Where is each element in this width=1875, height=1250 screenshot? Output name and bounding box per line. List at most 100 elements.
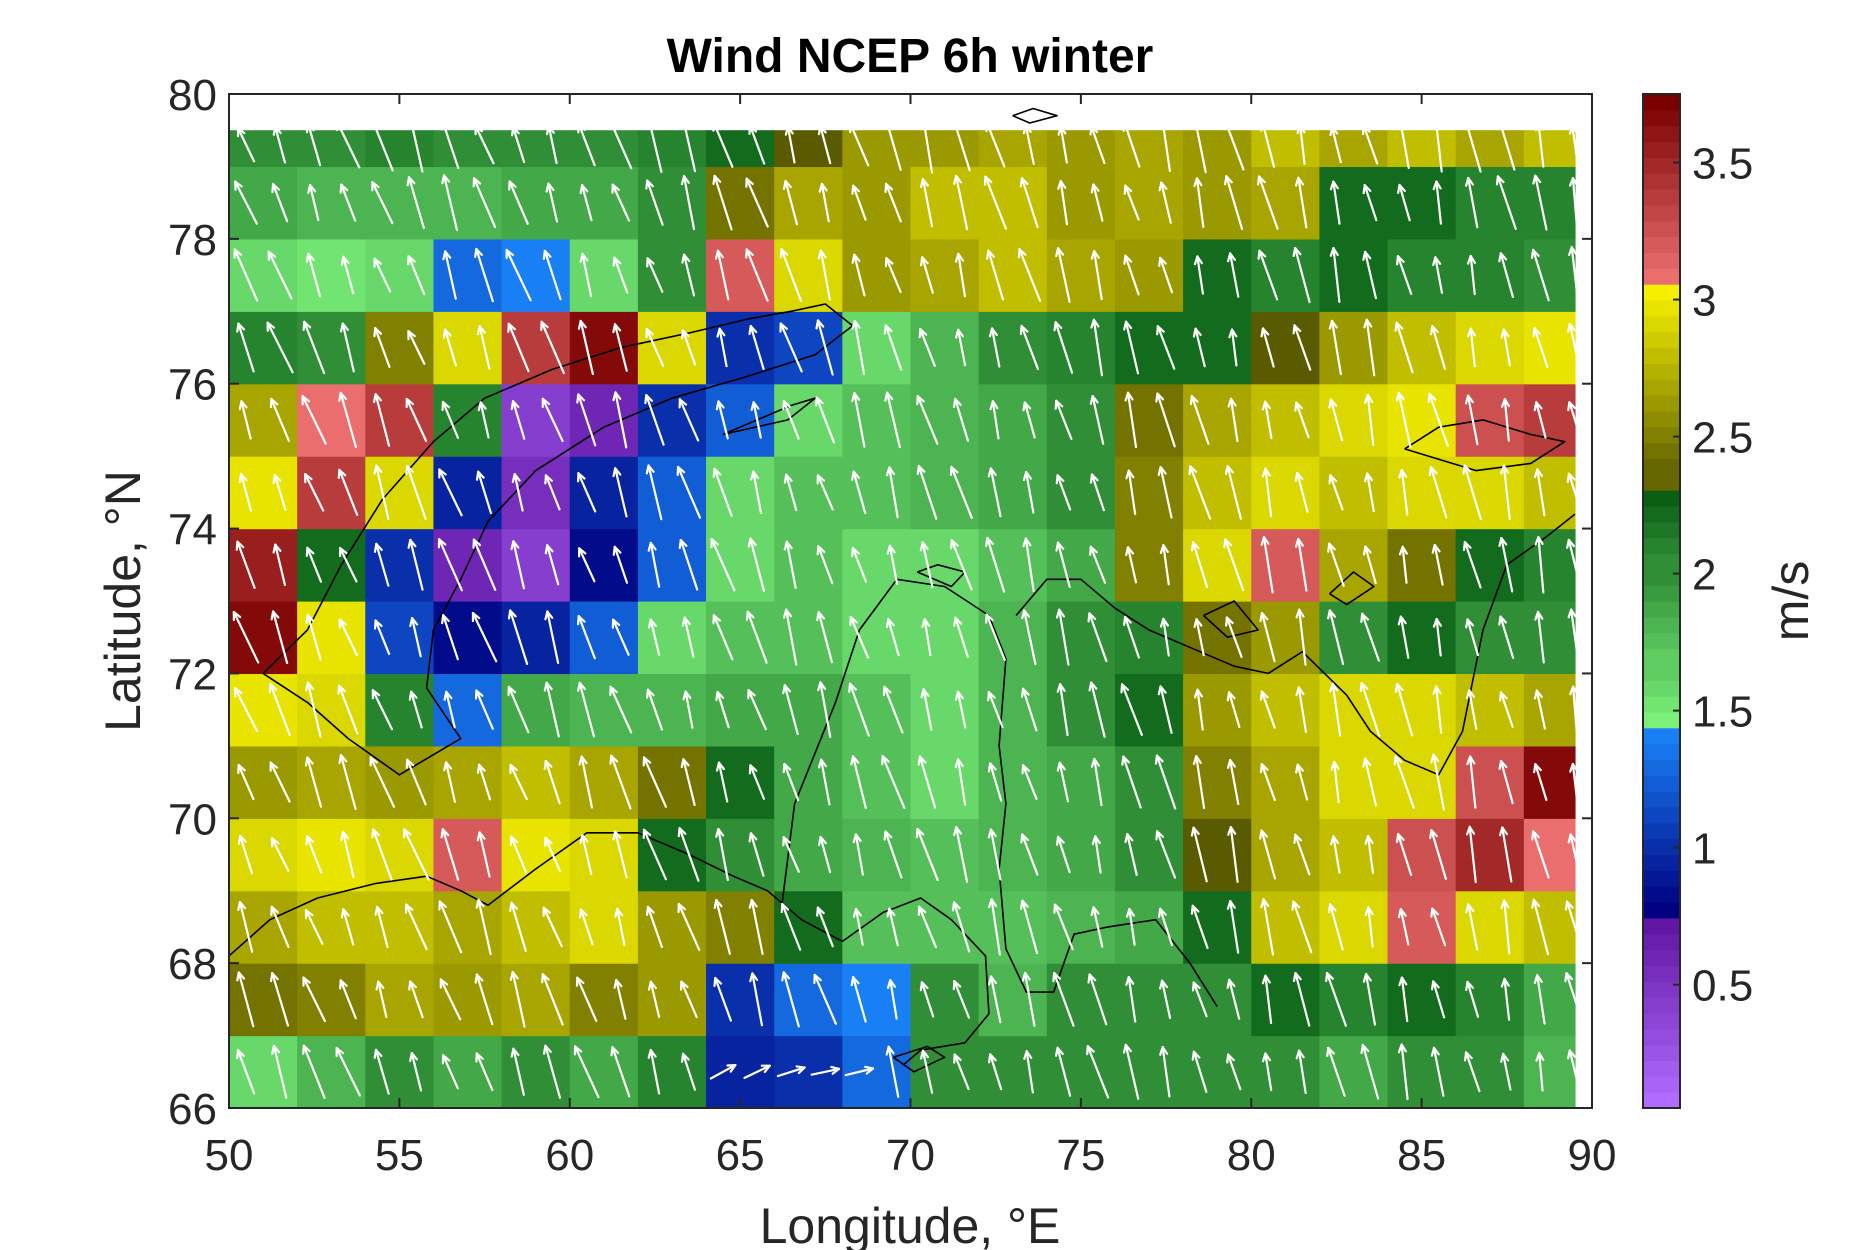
wind-arrow xyxy=(1259,829,1277,880)
heatmap-cell xyxy=(569,963,639,1037)
heatmap-cell xyxy=(1523,528,1576,602)
wind-arrow xyxy=(338,546,358,583)
wind-arrow xyxy=(577,472,597,513)
colorbar-swatch xyxy=(1643,442,1680,460)
wind-arrow xyxy=(1191,116,1207,174)
wind-arrow xyxy=(1566,538,1583,591)
wind-arrow xyxy=(441,1054,459,1090)
wind-arrow xyxy=(509,763,528,801)
heatmap-cell xyxy=(910,383,980,457)
wind-arrow xyxy=(1260,327,1275,368)
wind-arrow xyxy=(1498,691,1514,728)
wind-arrow xyxy=(509,835,528,874)
wind-arrow xyxy=(1057,179,1069,226)
wind-arrow xyxy=(850,976,867,1023)
wind-arrow xyxy=(1296,124,1306,165)
heatmap-cell xyxy=(978,166,1048,240)
wind-arrow xyxy=(1498,537,1514,593)
x-tick-label: 65 xyxy=(716,1131,765,1180)
wind-arrow xyxy=(1294,537,1308,592)
heatmap-cell xyxy=(501,673,571,747)
wind-arrow xyxy=(1055,474,1072,511)
wind-arrow xyxy=(405,758,427,806)
wind-arrow xyxy=(612,830,628,879)
wind-arrow xyxy=(1364,394,1375,446)
wind-arrow xyxy=(305,546,323,583)
heatmap-cell xyxy=(1387,166,1457,240)
heatmap-cell xyxy=(910,963,980,1037)
wind-arrow xyxy=(680,1052,697,1091)
wind-arrow xyxy=(1193,688,1204,731)
wind-arrow xyxy=(743,1064,771,1079)
heatmap-cell xyxy=(1319,166,1389,240)
heatmap-cell xyxy=(1183,238,1252,312)
wind-arrow xyxy=(542,1044,562,1099)
wind-arrow xyxy=(1566,472,1583,513)
heatmap-cell xyxy=(978,130,1048,168)
wind-arrow xyxy=(509,970,526,1028)
wind-arrow xyxy=(335,1047,361,1097)
wind-arrow xyxy=(269,397,290,442)
wind-arrow xyxy=(1359,681,1381,738)
heatmap-cell xyxy=(229,456,298,530)
wind-arrow xyxy=(1019,177,1039,229)
heatmap-cell xyxy=(1251,745,1320,819)
wind-arrow xyxy=(1020,833,1039,876)
wind-arrow xyxy=(1432,685,1443,734)
wind-arrow xyxy=(579,834,593,875)
wind-arrow xyxy=(1259,612,1276,663)
colorbar-swatch xyxy=(1643,743,1680,761)
colorbar-ticks: 0.5 1 1.5 2 2.5 3 3.5 xyxy=(1673,140,1753,1011)
colorbar xyxy=(1643,94,1680,1109)
wind-arrow xyxy=(578,908,594,946)
colorbar-swatch xyxy=(1643,252,1680,269)
wind-arrow xyxy=(989,400,1000,440)
wind-arrow xyxy=(1566,322,1582,373)
wind-arrow xyxy=(235,540,256,589)
wind-arrow xyxy=(1090,906,1104,948)
wind-arrow xyxy=(1226,1053,1242,1091)
wind-arrow xyxy=(817,758,831,806)
wind-arrow xyxy=(1159,544,1170,586)
wind-arrow xyxy=(1394,682,1414,737)
heatmap-cell xyxy=(569,528,639,602)
wind-arrow xyxy=(677,902,701,951)
heatmap-cell xyxy=(365,963,435,1037)
wind-arrow xyxy=(612,467,628,518)
wind-arrow xyxy=(745,177,769,228)
wind-arrow xyxy=(815,319,834,376)
heatmap-cell xyxy=(229,238,298,312)
heatmap-cell xyxy=(774,130,843,168)
wind-arrow xyxy=(715,827,729,882)
wind-arrow xyxy=(1567,833,1581,876)
chart-title: Wind NCEP 6h winter xyxy=(667,30,1154,83)
wind-arrow xyxy=(1022,401,1036,439)
heatmap-cell xyxy=(706,963,775,1037)
colorbar-swatch xyxy=(1643,854,1680,871)
wind-arrow xyxy=(1325,971,1347,1027)
wind-arrow xyxy=(542,249,562,301)
wind-arrow xyxy=(987,828,1002,881)
wind-arrow xyxy=(437,538,463,592)
wind-arrow xyxy=(849,122,870,167)
wind-arrow xyxy=(1466,254,1477,296)
wind-arrow xyxy=(782,836,800,873)
wind-arrow xyxy=(1017,248,1042,302)
wind-arrow xyxy=(1293,833,1311,876)
wind-arrow xyxy=(1534,610,1545,664)
wind-arrow xyxy=(302,976,327,1023)
wind-arrow xyxy=(407,538,424,591)
wind-arrow xyxy=(1498,615,1515,659)
wind-arrow xyxy=(779,248,803,303)
heatmap-cell xyxy=(1387,456,1457,530)
wind-arrow xyxy=(1397,908,1410,946)
heatmap-cell xyxy=(637,130,707,168)
wind-arrow xyxy=(784,125,796,164)
wind-arrow xyxy=(1159,979,1172,1020)
wind-arrow xyxy=(442,328,457,367)
wind-arrow xyxy=(953,1053,970,1091)
colorbar-swatch xyxy=(1643,236,1680,254)
wind-arrow xyxy=(919,541,934,589)
heatmap-cell xyxy=(569,383,639,457)
wind-arrow xyxy=(817,835,832,874)
